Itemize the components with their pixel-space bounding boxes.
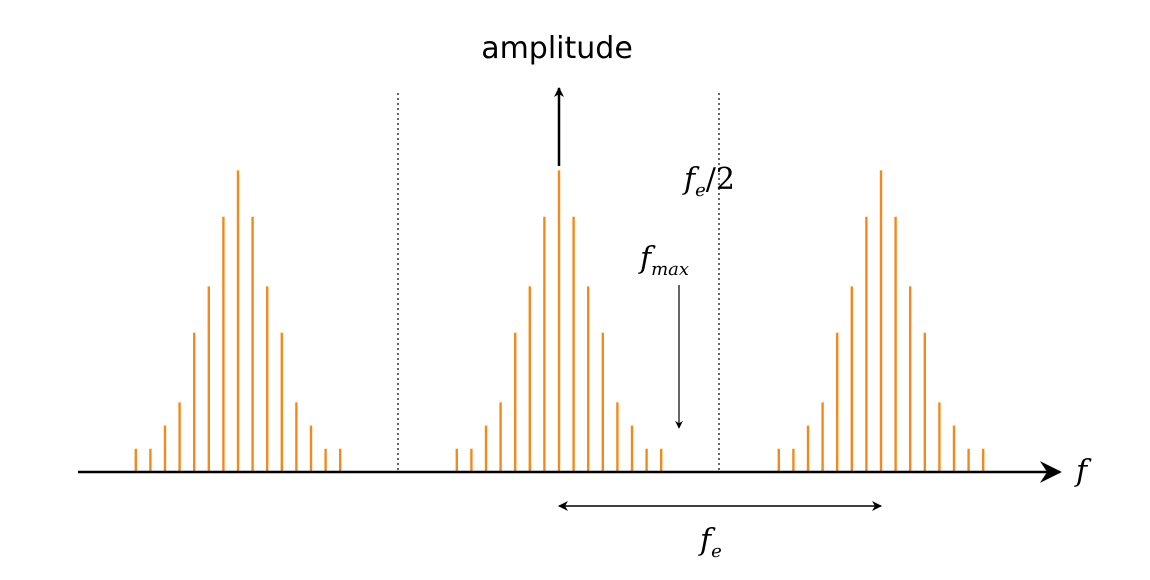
amplitude-axis-label: amplitude [481,31,633,66]
half-sampling-frequency-label: fe/2 [682,162,735,201]
fmax-label: fmax [638,241,689,280]
spectral-lines-group [134,170,985,472]
frequency-axis-label: f [1074,454,1092,489]
sampling-frequency-label: fe [698,523,722,562]
